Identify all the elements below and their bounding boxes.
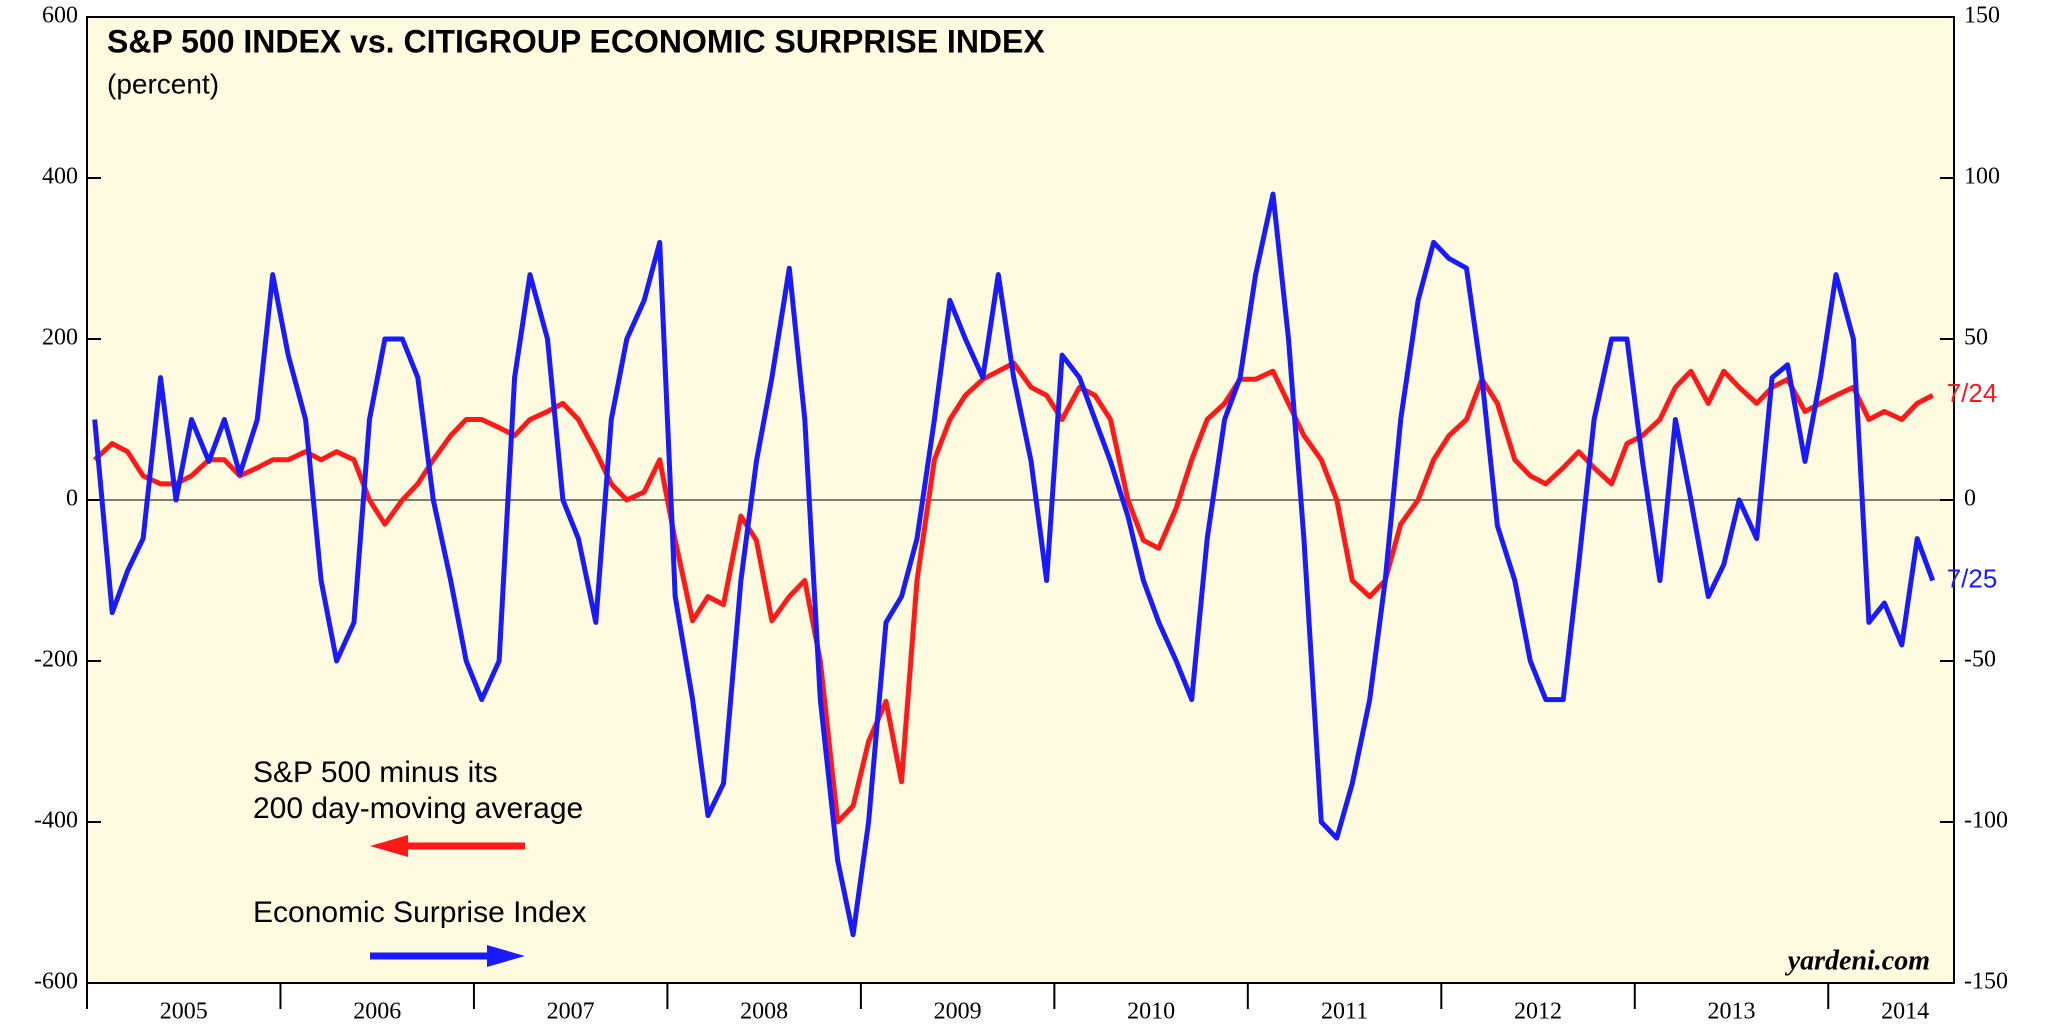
x-tick-label: 2006 [353, 999, 401, 1025]
source: yardeni.com [1785, 945, 1930, 976]
legend-label: S&P 500 minus its 200 day-moving average [253, 756, 584, 825]
x-tick-label: 2013 [1708, 999, 1756, 1025]
y-tick-label: 400 [42, 164, 78, 190]
y-tick-label: -600 [34, 969, 78, 995]
y-tick-label: 200 [42, 325, 78, 351]
y-tick-label: 0 [66, 486, 78, 512]
x-tick-label: 2012 [1514, 999, 1562, 1025]
legend-arrowhead [370, 835, 408, 857]
x-tick-label: 2008 [740, 999, 788, 1025]
legend-label: Economic Surprise Index [253, 896, 587, 929]
legend-arrowhead [487, 945, 525, 967]
x-tick-label: 2007 [547, 999, 595, 1025]
y2-tick-label: 150 [1964, 3, 2000, 29]
chart-subtitle: (percent) [107, 68, 219, 99]
y2-tick-label: -150 [1964, 969, 2008, 995]
x-tick-label: 2014 [1881, 999, 1929, 1025]
x-tick-label: 2009 [934, 999, 982, 1025]
y2-tick-label: -50 [1964, 647, 1996, 673]
y2-tick-label: 50 [1964, 325, 1988, 351]
chart-title: S&P 500 INDEX vs. CITIGROUP ECONOMIC SUR… [107, 23, 1045, 59]
x-tick-label: 2010 [1127, 999, 1175, 1025]
y2-tick-label: -100 [1964, 808, 2008, 834]
y-tick-label: -200 [34, 647, 78, 673]
x-tick-label: 2011 [1321, 999, 1368, 1025]
series-line [92, 191, 1936, 938]
x-tick-label: 2005 [160, 999, 208, 1025]
y2-tick-label: 0 [1964, 486, 1976, 512]
y2-tick-label: 100 [1964, 164, 2000, 190]
end-label: 7/25 [1947, 563, 1998, 593]
y-tick-label: 600 [42, 3, 78, 29]
end-label: 7/24 [1947, 378, 1998, 408]
y-tick-label: -400 [34, 808, 78, 834]
